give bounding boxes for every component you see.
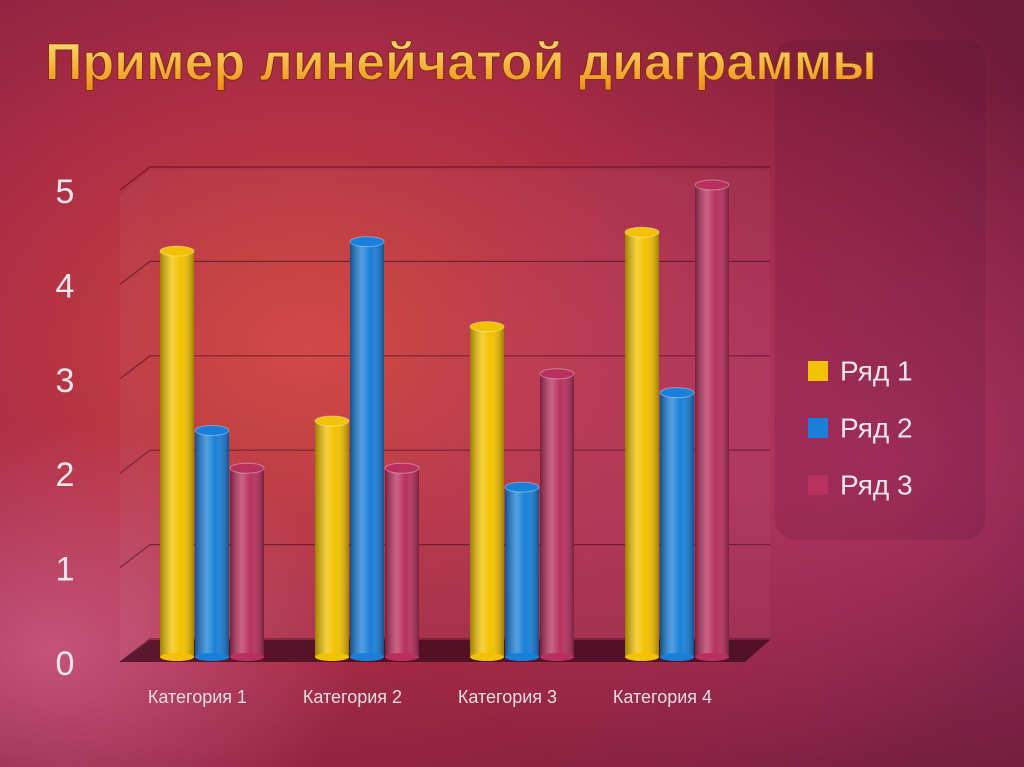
bar-shade (625, 232, 659, 657)
bar (469, 321, 505, 661)
bar-shade (160, 251, 194, 657)
legend-label: Ряд 2 (840, 412, 913, 443)
bar-shade (540, 373, 574, 657)
bar-top (384, 462, 420, 474)
legend-swatch (808, 418, 828, 438)
bar-top (504, 481, 540, 493)
y-tick-label: 5 (56, 173, 75, 211)
bar-base (315, 653, 349, 661)
bar (229, 462, 265, 661)
bar-shade (505, 487, 539, 657)
bar (624, 226, 660, 661)
panel-shade (775, 40, 985, 540)
bar-shade (470, 326, 504, 657)
bar (159, 245, 195, 661)
bar-top (194, 424, 230, 436)
bar (314, 415, 350, 661)
bar-top (229, 462, 265, 474)
y-tick-label: 1 (56, 551, 75, 589)
bar-base (540, 653, 574, 661)
bar-top (539, 368, 575, 380)
bar-top (694, 179, 730, 191)
x-tick-label: Категория 3 (458, 687, 557, 707)
bar-top (659, 387, 695, 399)
bar-base (350, 653, 384, 661)
grid-line (119, 260, 770, 285)
y-tick-label: 3 (56, 362, 75, 400)
bar-base (660, 653, 694, 661)
bar-shade (660, 392, 694, 657)
grid-line (119, 355, 770, 380)
bar-base (695, 653, 729, 661)
bar-shade (385, 468, 419, 657)
y-tick-label: 2 (56, 456, 75, 494)
bar-shade (695, 185, 729, 657)
bar-top (314, 415, 350, 427)
bar (349, 236, 385, 661)
chart-title: Пример линейчатой диаграммы (45, 34, 877, 92)
bar-top (159, 245, 195, 257)
bar-shade (195, 430, 229, 657)
bar-base (230, 653, 264, 661)
bar (659, 387, 695, 661)
bar-base (625, 653, 659, 661)
x-tick-label: Категория 4 (613, 687, 712, 707)
bar (539, 368, 575, 661)
bar (194, 424, 230, 661)
legend-label: Ряд 3 (840, 469, 913, 500)
grid-line (119, 166, 770, 191)
bar-shade (350, 241, 384, 657)
bar-top (624, 226, 660, 238)
bar (384, 462, 420, 661)
x-tick-label: Категория 1 (148, 687, 247, 707)
bar-shade (315, 421, 349, 657)
y-tick-label: 4 (56, 267, 75, 305)
legend-swatch (808, 361, 828, 381)
y-tick-label: 0 (56, 645, 75, 683)
bar-top (349, 236, 385, 248)
bar (694, 179, 730, 661)
x-tick-label: Категория 2 (303, 687, 402, 707)
bar-base (160, 653, 194, 661)
floor (120, 640, 770, 662)
bar-base (385, 653, 419, 661)
legend-label: Ряд 1 (840, 355, 913, 386)
bar-base (505, 653, 539, 661)
bar-base (470, 653, 504, 661)
legend-swatch (808, 475, 828, 495)
bar-base (195, 653, 229, 661)
bar (504, 481, 540, 661)
bar-shade (230, 468, 264, 657)
side-wall (120, 170, 150, 662)
bar-top (469, 321, 505, 333)
